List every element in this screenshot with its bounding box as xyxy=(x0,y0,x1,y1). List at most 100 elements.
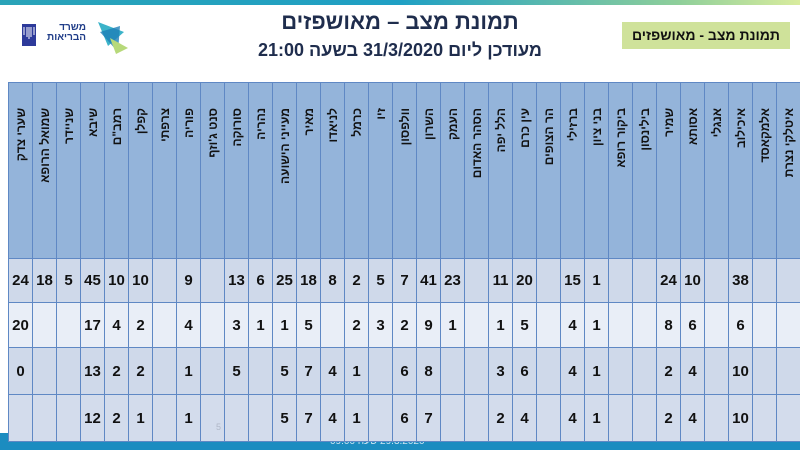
hospital-name: שיבא xyxy=(85,107,100,137)
table-cell: 1 xyxy=(344,394,369,442)
hospital-name: מאיר xyxy=(301,107,316,135)
table-cell: 4 xyxy=(560,302,585,348)
table-cell xyxy=(56,394,81,442)
table-cell xyxy=(368,394,393,442)
table-cell: 24 xyxy=(8,258,33,303)
column-header: סנט ג'וזף xyxy=(200,82,225,259)
column-header: פוריה xyxy=(176,82,201,259)
page-title: תמונת מצב – מאושפזים xyxy=(281,9,519,34)
hospital-name: אנגלי xyxy=(709,107,724,137)
column-header: איכילוב xyxy=(728,82,753,259)
hospital-name: בני ציון xyxy=(589,107,604,146)
top-accent-line xyxy=(0,0,800,5)
table-cell: 4 xyxy=(512,394,537,442)
table-cell: 10 xyxy=(128,258,153,303)
table-cell: 38 xyxy=(728,258,753,303)
table-cell xyxy=(200,347,225,395)
column-header: נהריה xyxy=(248,82,273,259)
table-cell: 2 xyxy=(104,394,129,442)
table-cell: 5 xyxy=(272,347,297,395)
hospital-name: שערי צדק xyxy=(13,107,28,161)
column-header: ביקור רופא xyxy=(608,82,633,259)
hospital-name: ברזילי xyxy=(565,107,580,141)
table-cell: 1 xyxy=(584,394,609,442)
table-cell: 13 xyxy=(80,347,105,395)
table-cell xyxy=(464,302,489,348)
table-cell: 10 xyxy=(104,258,129,303)
column-header: הסהר האדום xyxy=(464,82,489,259)
table-cell: 8 xyxy=(656,302,681,348)
table-cell xyxy=(224,394,249,442)
table-cell: 2 xyxy=(128,347,153,395)
column-header: אנגלי xyxy=(704,82,729,259)
table-cell: 5 xyxy=(296,302,321,348)
hospital-name: קפלן xyxy=(133,107,148,134)
table-cell xyxy=(608,347,633,395)
hospital-name: הסהר האדום xyxy=(469,107,484,178)
table-cell: 3 xyxy=(224,302,249,348)
table-cell: 2 xyxy=(656,347,681,395)
table-cell: 1 xyxy=(344,347,369,395)
table-cell: 2 xyxy=(656,394,681,442)
table-cell xyxy=(32,302,57,348)
table-cell xyxy=(752,394,777,442)
table-cell: 1 xyxy=(488,302,513,348)
column-header: ברזילי xyxy=(560,82,585,259)
table-cell xyxy=(776,302,800,348)
table-cell: 4 xyxy=(104,302,129,348)
table-cell: 23 xyxy=(440,258,465,303)
table-cell xyxy=(440,394,465,442)
table-cell: 6 xyxy=(392,394,417,442)
column-header: שמיר xyxy=(656,82,681,259)
table-cell: 9 xyxy=(416,302,441,348)
table-cell: 2 xyxy=(344,302,369,348)
column-header: בילינסון xyxy=(632,82,657,259)
column-header: אלמקאסד xyxy=(752,82,777,259)
table-cell: 9 xyxy=(176,258,201,303)
table-cell: 11 xyxy=(488,258,513,303)
table-cell: 41 xyxy=(416,258,441,303)
table-cell: 2 xyxy=(128,302,153,348)
table-cell xyxy=(536,394,561,442)
table-cell xyxy=(32,394,57,442)
table-cell xyxy=(776,258,800,303)
hospitalized-table: איטלקי נצרת אלמקאסד איכילוב אנגלי אסותא שמיר ב… xyxy=(8,82,800,442)
table-cell xyxy=(200,258,225,303)
table-cell: 7 xyxy=(296,347,321,395)
column-header: מעייני הישועה xyxy=(272,82,297,259)
hospital-name: בילינסון xyxy=(637,107,652,151)
table-cell: 20 xyxy=(512,258,537,303)
table-cell xyxy=(704,258,729,303)
hospital-name: סורוקה xyxy=(229,107,244,147)
table-cell xyxy=(152,258,177,303)
column-header: שמואל הרופא xyxy=(32,82,57,259)
table-cell: 4 xyxy=(320,347,345,395)
column-header: מאיר xyxy=(296,82,321,259)
table-cell: 25 xyxy=(272,258,297,303)
table-cell xyxy=(464,347,489,395)
table-cell: 4 xyxy=(320,394,345,442)
table-cell: 7 xyxy=(416,394,441,442)
table-cell: 1 xyxy=(272,302,297,348)
table-cell: 6 xyxy=(392,347,417,395)
hospital-name: לניאדו xyxy=(325,107,340,142)
table-cell: 8 xyxy=(416,347,441,395)
table-cell xyxy=(200,394,225,442)
table-cell: 18 xyxy=(296,258,321,303)
table-cell: 2 xyxy=(344,258,369,303)
page-subtitle: מעודכן ליום 31/3/2020 בשעה 21:00 xyxy=(258,40,542,60)
table-cell: 6 xyxy=(680,302,705,348)
hospital-name: וולפסון xyxy=(397,107,412,145)
hospital-name: שניידר xyxy=(61,107,76,144)
hospital-name: השרון xyxy=(421,107,436,140)
table-cell xyxy=(752,258,777,303)
table-cell: 1 xyxy=(176,394,201,442)
table-cell xyxy=(752,302,777,348)
table-cell xyxy=(704,394,729,442)
table-cell: 5 xyxy=(224,347,249,395)
hospital-name: זיו xyxy=(373,107,388,120)
table-cell: 0 xyxy=(8,347,33,395)
column-header: לניאדו xyxy=(320,82,345,259)
table-cell xyxy=(152,347,177,395)
column-header: הלל יפה xyxy=(488,82,513,259)
